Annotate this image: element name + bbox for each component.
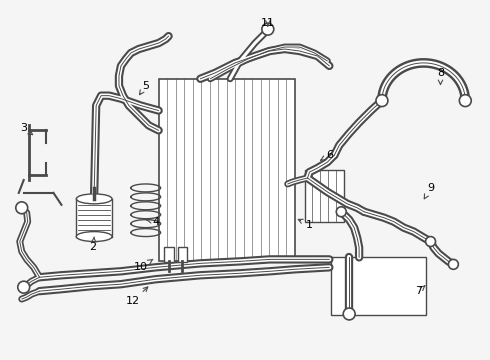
Bar	[331, 257, 426, 315]
Text: 6: 6	[320, 150, 333, 160]
Circle shape	[18, 281, 30, 293]
Circle shape	[343, 308, 355, 320]
Text: 7: 7	[415, 285, 425, 296]
Text: 11: 11	[261, 18, 275, 28]
Text: 3: 3	[20, 123, 33, 135]
Bar	[177, 247, 188, 262]
Bar	[159, 79, 294, 261]
Text: 2: 2	[90, 237, 97, 252]
Text: 1: 1	[298, 219, 313, 230]
Text: 5: 5	[140, 81, 149, 95]
Ellipse shape	[76, 194, 112, 204]
Text: 10: 10	[134, 259, 153, 272]
Text: 8: 8	[437, 68, 444, 85]
Text: 9: 9	[424, 183, 434, 199]
Circle shape	[16, 202, 28, 214]
Circle shape	[426, 237, 436, 247]
Circle shape	[448, 260, 458, 269]
Circle shape	[376, 95, 388, 107]
Bar	[164, 247, 173, 262]
Text: 4: 4	[147, 217, 159, 227]
Ellipse shape	[76, 231, 112, 242]
Circle shape	[459, 95, 471, 107]
Text: 12: 12	[126, 287, 148, 306]
Bar	[76, 199, 112, 237]
Circle shape	[336, 207, 346, 217]
Circle shape	[262, 23, 274, 35]
Bar	[305, 170, 344, 222]
